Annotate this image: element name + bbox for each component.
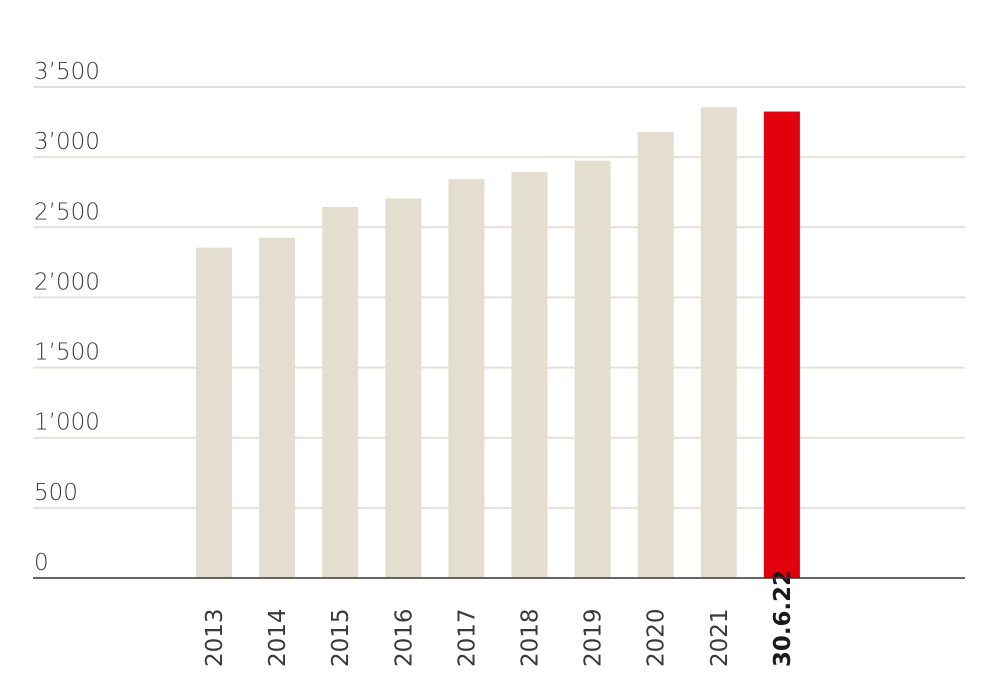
bar-2020 — [637, 131, 674, 579]
x-tick-label: 2018 — [518, 608, 544, 667]
y-tick-label: 3’000 — [34, 129, 100, 155]
bar-2017 — [448, 178, 485, 578]
bar-2014 — [259, 237, 296, 579]
x-tick-label: 2015 — [328, 608, 354, 667]
x-tick-label: 2017 — [454, 608, 480, 667]
bars — [196, 107, 800, 579]
bar-2015 — [322, 206, 359, 579]
bar-2013 — [196, 247, 232, 578]
x-tick-label: 2014 — [265, 608, 291, 667]
x-tick-label: 2016 — [391, 608, 417, 667]
bar-30-6-22 — [763, 111, 800, 579]
x-tick-label: 2020 — [644, 608, 670, 667]
x-tick-label: 2019 — [581, 608, 607, 667]
y-tick-label: 0 — [34, 550, 49, 576]
x-tick-label: 30.6.22 — [770, 570, 796, 667]
bar-2016 — [385, 198, 422, 578]
bar-2019 — [574, 160, 611, 578]
bar-2018 — [511, 171, 548, 578]
y-axis-ticks: 0 500 1’000 1’500 2’000 2’500 3’000 3’500 — [34, 59, 100, 576]
y-tick-label: 1’000 — [34, 410, 100, 436]
y-tick-label: 3’500 — [34, 59, 100, 85]
x-tick-label: 2013 — [202, 608, 228, 667]
y-tick-label: 1’500 — [34, 340, 100, 366]
bar-2021 — [700, 107, 737, 578]
y-tick-label: 2’000 — [34, 269, 100, 295]
y-tick-label: 2’500 — [34, 199, 100, 225]
y-tick-label: 500 — [34, 480, 78, 506]
x-tick-label: 2021 — [707, 608, 733, 667]
x-axis-ticks: 2013 2014 2015 2016 2017 2018 2019 2020 2021 30.6… — [202, 570, 796, 667]
gridlines — [33, 86, 965, 509]
